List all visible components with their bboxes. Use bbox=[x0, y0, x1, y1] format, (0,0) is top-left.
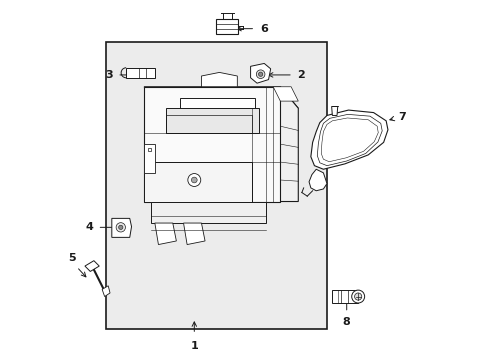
Circle shape bbox=[116, 223, 125, 232]
Text: 3: 3 bbox=[105, 70, 112, 80]
Polygon shape bbox=[155, 223, 176, 244]
Polygon shape bbox=[308, 169, 326, 191]
Polygon shape bbox=[144, 87, 298, 108]
Text: 2: 2 bbox=[297, 70, 305, 80]
Polygon shape bbox=[215, 19, 238, 34]
Circle shape bbox=[351, 290, 364, 303]
Polygon shape bbox=[151, 202, 265, 223]
Circle shape bbox=[256, 70, 264, 78]
Text: 7: 7 bbox=[398, 112, 406, 122]
Polygon shape bbox=[144, 144, 155, 173]
Polygon shape bbox=[180, 98, 255, 116]
Circle shape bbox=[258, 72, 262, 76]
Text: 6: 6 bbox=[260, 24, 267, 34]
Circle shape bbox=[119, 225, 122, 229]
Polygon shape bbox=[332, 290, 357, 303]
Circle shape bbox=[187, 174, 201, 186]
Polygon shape bbox=[280, 87, 298, 202]
Circle shape bbox=[354, 293, 361, 300]
Polygon shape bbox=[250, 63, 270, 83]
Text: 4: 4 bbox=[85, 222, 93, 232]
Polygon shape bbox=[165, 108, 258, 134]
Polygon shape bbox=[102, 286, 110, 297]
Polygon shape bbox=[273, 87, 298, 101]
Polygon shape bbox=[201, 72, 237, 87]
Polygon shape bbox=[144, 162, 251, 202]
Polygon shape bbox=[331, 107, 337, 116]
Polygon shape bbox=[310, 110, 387, 169]
Text: 1: 1 bbox=[190, 341, 198, 351]
Polygon shape bbox=[144, 87, 280, 202]
Polygon shape bbox=[85, 261, 99, 271]
FancyBboxPatch shape bbox=[106, 42, 326, 329]
Polygon shape bbox=[112, 219, 131, 237]
Polygon shape bbox=[183, 223, 204, 244]
Text: 5: 5 bbox=[68, 253, 75, 263]
Text: 8: 8 bbox=[342, 317, 350, 327]
Circle shape bbox=[191, 177, 197, 183]
Polygon shape bbox=[126, 68, 155, 78]
